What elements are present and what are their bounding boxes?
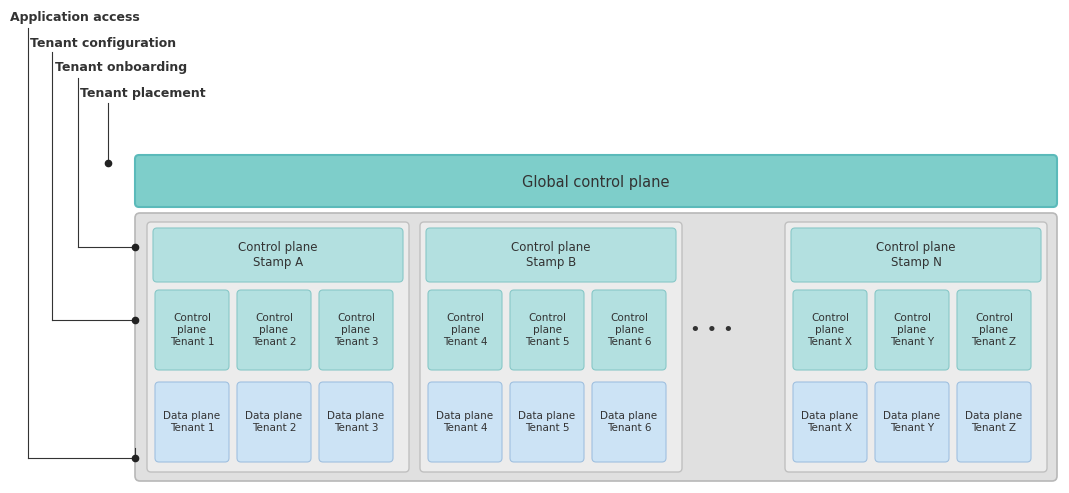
Text: Tenant configuration: Tenant configuration — [30, 36, 176, 49]
FancyBboxPatch shape — [876, 382, 949, 462]
FancyBboxPatch shape — [135, 213, 1057, 481]
FancyBboxPatch shape — [319, 290, 393, 370]
Text: Data plane
Tenant 6: Data plane Tenant 6 — [601, 411, 657, 433]
Text: Control
plane
Tenant 4: Control plane Tenant 4 — [443, 314, 487, 347]
FancyBboxPatch shape — [148, 222, 409, 472]
Text: Data plane
Tenant 1: Data plane Tenant 1 — [164, 411, 220, 433]
FancyBboxPatch shape — [319, 382, 393, 462]
Text: Control
plane
Tenant 5: Control plane Tenant 5 — [525, 314, 570, 347]
FancyBboxPatch shape — [420, 222, 682, 472]
FancyBboxPatch shape — [135, 155, 1057, 207]
FancyBboxPatch shape — [957, 382, 1031, 462]
FancyBboxPatch shape — [785, 222, 1047, 472]
FancyBboxPatch shape — [592, 382, 666, 462]
Text: Tenant placement: Tenant placement — [80, 86, 205, 100]
FancyBboxPatch shape — [237, 382, 311, 462]
Text: Data plane
Tenant 3: Data plane Tenant 3 — [327, 411, 385, 433]
FancyBboxPatch shape — [592, 290, 666, 370]
FancyBboxPatch shape — [510, 382, 584, 462]
Text: Data plane
Tenant 5: Data plane Tenant 5 — [518, 411, 575, 433]
Text: Control plane
Stamp B: Control plane Stamp B — [511, 241, 591, 269]
Text: Control
plane
Tenant Y: Control plane Tenant Y — [889, 314, 934, 347]
Text: Data plane
Tenant X: Data plane Tenant X — [802, 411, 858, 433]
Text: Control plane
Stamp A: Control plane Stamp A — [238, 241, 317, 269]
FancyBboxPatch shape — [237, 290, 311, 370]
Text: Data plane
Tenant Z: Data plane Tenant Z — [965, 411, 1023, 433]
Text: Data plane
Tenant 4: Data plane Tenant 4 — [436, 411, 494, 433]
FancyBboxPatch shape — [155, 382, 229, 462]
FancyBboxPatch shape — [957, 290, 1031, 370]
Text: Global control plane: Global control plane — [523, 175, 670, 189]
FancyBboxPatch shape — [510, 290, 584, 370]
Text: Data plane
Tenant Y: Data plane Tenant Y — [883, 411, 941, 433]
FancyBboxPatch shape — [428, 290, 502, 370]
FancyBboxPatch shape — [427, 228, 676, 282]
FancyBboxPatch shape — [793, 382, 867, 462]
FancyBboxPatch shape — [153, 228, 403, 282]
Text: Application access: Application access — [10, 11, 140, 25]
FancyBboxPatch shape — [793, 290, 867, 370]
Text: Control
plane
Tenant 3: Control plane Tenant 3 — [334, 314, 378, 347]
Text: Control
plane
Tenant 6: Control plane Tenant 6 — [607, 314, 651, 347]
Text: Tenant onboarding: Tenant onboarding — [55, 62, 187, 74]
FancyBboxPatch shape — [876, 290, 949, 370]
Text: Control
plane
Tenant Z: Control plane Tenant Z — [972, 314, 1017, 347]
Text: • • •: • • • — [691, 321, 734, 339]
FancyBboxPatch shape — [155, 290, 229, 370]
Text: Data plane
Tenant 2: Data plane Tenant 2 — [246, 411, 303, 433]
Text: Control
plane
Tenant 1: Control plane Tenant 1 — [170, 314, 214, 347]
FancyBboxPatch shape — [791, 228, 1041, 282]
Text: Control plane
Stamp N: Control plane Stamp N — [877, 241, 956, 269]
Text: Control
plane
Tenant X: Control plane Tenant X — [807, 314, 852, 347]
FancyBboxPatch shape — [428, 382, 502, 462]
Text: Control
plane
Tenant 2: Control plane Tenant 2 — [252, 314, 296, 347]
